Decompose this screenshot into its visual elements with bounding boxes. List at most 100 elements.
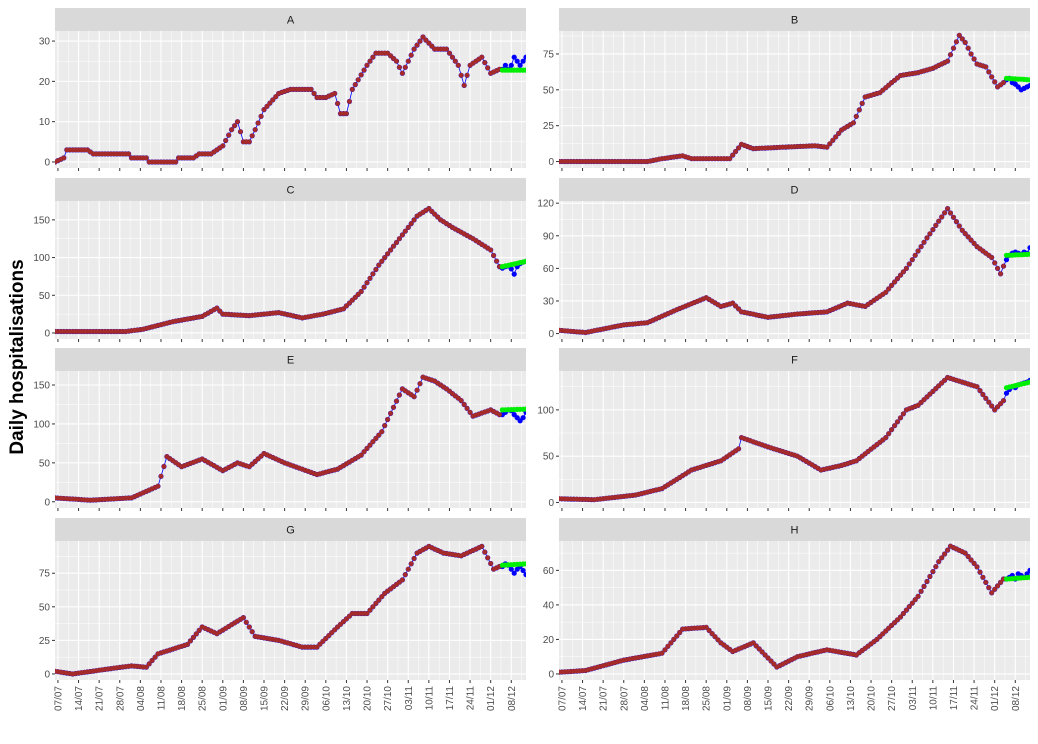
fitted-point xyxy=(382,423,388,428)
fitted-point xyxy=(461,402,467,407)
facet-panel-e: E 0 50 100 150 xyxy=(33,348,526,511)
fitted-point xyxy=(143,155,149,161)
fitted-point xyxy=(895,617,900,623)
fitted-point xyxy=(273,94,279,100)
fitted-point xyxy=(397,236,402,242)
fitted-point xyxy=(992,79,998,85)
fitted-point xyxy=(998,580,1003,585)
fitted-point xyxy=(662,647,668,653)
fitted-point xyxy=(464,72,470,78)
fitted-point xyxy=(379,594,385,600)
facet-panel-a: A 0 10 20 30 xyxy=(39,8,526,171)
x-tick-label: 01/09 xyxy=(722,686,733,711)
facet-strip-label: A xyxy=(287,15,295,27)
fitted-point xyxy=(235,119,240,125)
fitted-point xyxy=(889,427,894,433)
fitted-point xyxy=(191,635,196,640)
fitted-point xyxy=(898,272,903,278)
y-tick-label: 50 xyxy=(543,452,555,463)
fitted-point xyxy=(992,260,998,266)
x-tick-label: 03/11 xyxy=(404,686,415,711)
facet-strip xyxy=(559,518,1030,541)
fitted-point xyxy=(447,50,452,56)
fitted-point xyxy=(942,377,947,383)
observed-point xyxy=(508,266,514,272)
fitted-point xyxy=(217,308,223,314)
forecast-point xyxy=(523,67,526,73)
x-tick-label: 11/08 xyxy=(660,686,671,711)
y-tick-label: 30 xyxy=(543,296,555,307)
fitted-point xyxy=(373,601,379,606)
fitted-point xyxy=(267,100,273,106)
fitted-point xyxy=(358,289,364,294)
fitted-point xyxy=(485,65,491,71)
x-tick-label: 14/07 xyxy=(578,686,589,711)
fitted-point xyxy=(388,247,393,253)
fitted-point xyxy=(238,129,243,135)
facet-strip xyxy=(55,8,526,31)
fitted-point xyxy=(909,257,915,263)
observed-point xyxy=(1027,82,1030,89)
fitted-point xyxy=(904,607,909,613)
y-tick-label: 150 xyxy=(33,381,50,392)
fitted-point xyxy=(959,36,965,42)
y-tick-label: 90 xyxy=(543,231,555,242)
fitted-point xyxy=(408,221,414,227)
y-tick-label: 75 xyxy=(39,569,51,580)
fitted-point xyxy=(341,306,346,312)
forecast-point xyxy=(523,406,526,412)
fitted-point xyxy=(968,237,974,243)
x-tick-label: 15/09 xyxy=(764,686,775,711)
fitted-point xyxy=(962,550,968,556)
fitted-point xyxy=(912,252,918,258)
fitted-point xyxy=(335,101,340,106)
fitted-point xyxy=(668,640,674,646)
y-tick-label: 60 xyxy=(543,566,555,577)
x-tick-label: 18/08 xyxy=(177,686,188,711)
fitted-point xyxy=(370,271,376,277)
fitted-point xyxy=(956,32,962,38)
series-group xyxy=(559,543,1030,675)
fitted-point xyxy=(824,144,830,150)
fitted-point xyxy=(936,559,942,565)
fitted-point xyxy=(379,429,385,435)
observed-point xyxy=(1027,245,1030,251)
fitted-point xyxy=(1001,80,1006,85)
fitted-point xyxy=(126,151,131,157)
fitted-point xyxy=(411,394,417,400)
panel-background xyxy=(559,201,1030,339)
y-tick-label: 25 xyxy=(39,636,51,647)
fitted-point xyxy=(376,262,382,268)
facet-panel-h: H 0 20 40 60 07/07 14/07 21/07 28/07 04/08 11/08 18… xyxy=(543,518,1030,711)
panel-background xyxy=(55,31,526,168)
x-tick-label: 21/07 xyxy=(599,686,610,711)
facet-strip-label: G xyxy=(286,525,295,537)
x-tick-label: 25/08 xyxy=(198,686,209,711)
forecast-point xyxy=(523,561,526,567)
fitted-point xyxy=(426,40,432,46)
fitted-point xyxy=(385,417,390,422)
fitted-point xyxy=(954,39,959,45)
y-tick-label: 10 xyxy=(39,117,51,128)
fitted-point xyxy=(458,72,464,78)
fitted-point xyxy=(482,60,488,65)
fitted-point xyxy=(901,269,906,275)
x-tick-label: 01/09 xyxy=(218,686,229,711)
y-tick-label: 100 xyxy=(33,419,50,430)
fitted-point xyxy=(243,619,249,625)
fitted-point xyxy=(270,97,276,103)
facet-strip-label: H xyxy=(791,525,799,537)
fitted-point xyxy=(992,586,998,592)
fitted-point xyxy=(223,138,229,143)
fitted-point xyxy=(998,401,1003,407)
x-tick-label: 13/10 xyxy=(342,686,353,711)
fitted-point xyxy=(1001,263,1006,269)
fitted-point xyxy=(886,286,892,292)
fitted-point xyxy=(370,604,376,610)
facet-strip xyxy=(559,348,1030,371)
fitted-point xyxy=(402,64,408,70)
panel-background xyxy=(55,371,526,508)
fitted-point xyxy=(665,643,671,649)
fitted-point xyxy=(146,661,152,667)
x-tick-label: 22/09 xyxy=(280,686,291,711)
